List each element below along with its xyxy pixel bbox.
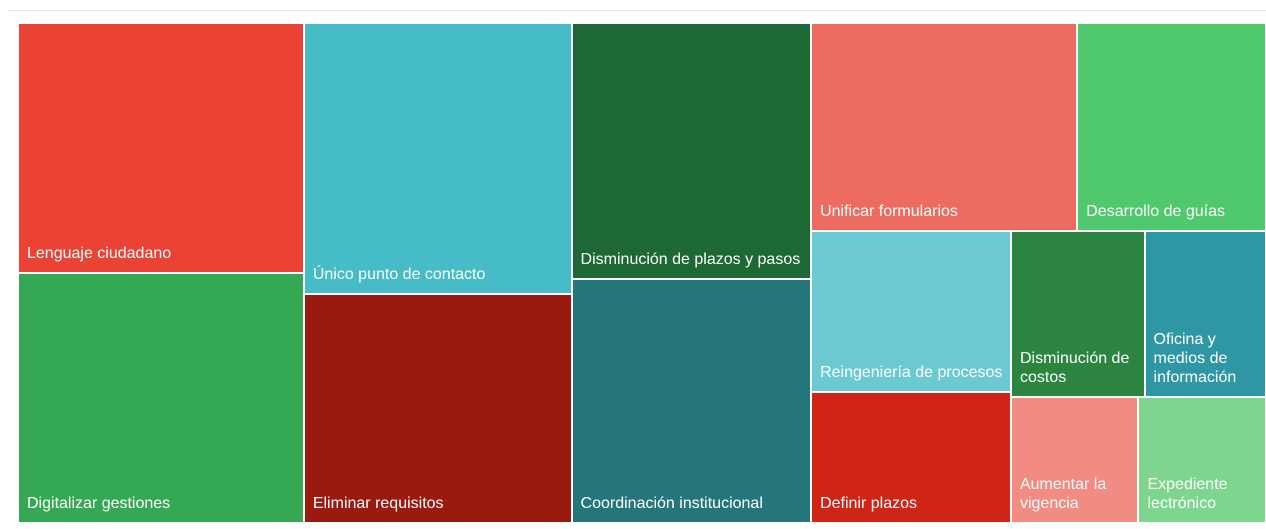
treemap-cell: Definir plazos xyxy=(811,392,1011,523)
treemap-cell: Eliminar requisitos xyxy=(303,293,572,523)
treemap-cell: Digitalizar gestiones xyxy=(18,273,304,523)
cell-label: Desarrollo de guías xyxy=(1086,202,1225,220)
cell-label: Disminución de plazos y pasos xyxy=(580,251,801,269)
treemap-cell: Lenguaje ciudadano xyxy=(18,23,304,273)
cell-label: Lenguaje ciudadano xyxy=(27,245,172,262)
treemap-cell: Aumentar la vigencia xyxy=(1010,396,1139,523)
cell-label: Oficina y medios de información xyxy=(1153,330,1237,386)
cell-label: Aumentar la vigencia xyxy=(1019,475,1107,512)
treemap-cell: Reingeniería de procesos xyxy=(811,230,1011,393)
treemap-cell: Único punto de contacto xyxy=(303,23,572,294)
treemap-cell: Unificar formularios xyxy=(811,23,1078,231)
cell-label: Coordinación institucional xyxy=(580,494,763,512)
treemap-cell: Expediente lectrónico xyxy=(1138,396,1266,523)
treemap-cell: Coordinación institucional xyxy=(571,279,812,523)
cell-label: Disminución de costos xyxy=(1019,349,1130,386)
cell-label: Reingeniería de procesos xyxy=(820,364,1003,382)
treemap-cell: Disminución de plazos y pasos xyxy=(571,23,812,280)
treemap-cell: Oficina y medios de información xyxy=(1144,230,1266,397)
cell-label: Unificar formularios xyxy=(820,202,958,220)
cell-label: Digitalizar gestiones xyxy=(27,495,171,512)
treemap-cell: Desarrollo de guías xyxy=(1077,23,1266,231)
treemap: Lenguaje ciudadano Digitalizar gestiones Ú… xyxy=(18,23,1266,523)
treemap-cell: Disminución de costos xyxy=(1010,230,1145,397)
cell-label: Definir plazos xyxy=(820,494,918,512)
top-border xyxy=(8,10,1266,11)
cell-label: Único punto de contacto xyxy=(312,265,486,283)
cell-label: Eliminar requisitos xyxy=(312,494,444,512)
cell-label: Expediente lectrónico xyxy=(1147,475,1228,512)
